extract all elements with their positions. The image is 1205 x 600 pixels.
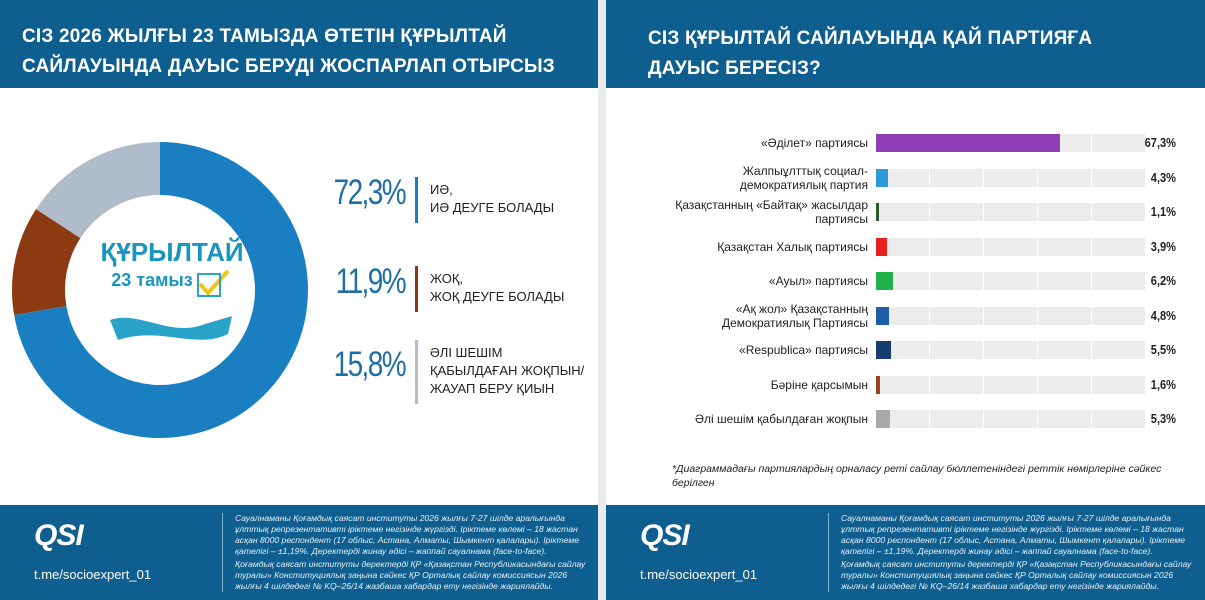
category-label: Әлі шешім қабылдаған жоқпын bbox=[694, 412, 868, 426]
brand: QSI bbox=[34, 519, 84, 552]
bar bbox=[876, 168, 888, 187]
bar bbox=[876, 203, 879, 221]
legend-label: ИӘ, ИӘ ДЕУГЕ БОЛАДЫ bbox=[430, 182, 555, 215]
bar-track bbox=[876, 237, 1146, 256]
logo: ҚҰРЫЛТАЙ 23 тамыз bbox=[100, 237, 244, 340]
header: СІЗ ҚҰРЫЛТАЙ САЙЛАУЫНДА ҚАЙ ПАРТИЯҒА ДАУ… bbox=[606, 0, 1205, 88]
legend-value: 72,3% bbox=[333, 173, 407, 212]
value-label: 1,6% bbox=[1150, 376, 1176, 392]
check bbox=[198, 269, 230, 296]
category-label: Қазақстан Халық партиясы bbox=[717, 239, 868, 254]
right-panel: СІЗ ҚҰРЫЛТАЙ САЙЛАУЫНДА ҚАЙ ПАРТИЯҒА ДАУ… bbox=[606, 0, 1205, 600]
value-label: 4,8% bbox=[1150, 307, 1176, 323]
header: СІЗ 2026 ЖЫЛҒЫ 23 ТАМЫЗДА ӨТЕТІН ҚҰРЫЛТА… bbox=[0, 0, 598, 107]
value-label: 6,2% bbox=[1150, 273, 1176, 288]
category-label: Жалпыұлттық социал- демократиялық партия bbox=[739, 163, 868, 192]
bar bbox=[876, 272, 893, 290]
bar-track bbox=[876, 341, 1146, 359]
link: t.me/socioexpert_01 bbox=[640, 567, 758, 582]
value-label: 3,9% bbox=[1150, 238, 1176, 254]
legend-swatch bbox=[415, 340, 418, 404]
category-label: «Ауыл» партиясы bbox=[768, 274, 868, 288]
category-label: «Әділет» партиясы bbox=[760, 136, 868, 150]
value-label: 5,5% bbox=[1150, 342, 1176, 357]
value-label: 5,3% bbox=[1150, 411, 1176, 426]
bar bbox=[876, 237, 887, 256]
bar bbox=[876, 341, 891, 359]
footer-paragraph: Сауалнаманы Қоғамдық саясат институты 20… bbox=[235, 513, 579, 556]
legend-label: ЖОҚ, ЖОҚ ДЕУГЕ БОЛАДЫ bbox=[430, 271, 565, 304]
legend-value: 11,9% bbox=[335, 262, 407, 301]
flag bbox=[110, 316, 232, 340]
footnote: *Диаграммадағы партиялардың орналасу рет… bbox=[672, 463, 1162, 489]
bar-track bbox=[876, 168, 1146, 187]
title: СІЗ ҚҰРЫЛТАЙ САЙЛАУЫНДА ҚАЙ ПАРТИЯҒА ДАУ… bbox=[648, 28, 1093, 79]
link: t.me/socioexpert_01 bbox=[34, 567, 152, 582]
bar-track bbox=[876, 203, 1146, 221]
left-panel: СІЗ 2026 ЖЫЛҒЫ 23 ТАМЫЗДА ӨТЕТІН ҚҰРЫЛТА… bbox=[0, 0, 598, 600]
bar bbox=[876, 375, 881, 394]
category-label: Қазақстанның «Байтақ» жасылдар партиясы bbox=[675, 198, 868, 226]
footer-paragraph: Сауалнаманы Қоғамдық саясат институты 20… bbox=[841, 513, 1185, 556]
bar-track bbox=[876, 410, 1146, 428]
legend-swatch bbox=[415, 177, 418, 223]
bar-track bbox=[876, 375, 1146, 394]
legend-label: ӘЛІ ШЕШІМ ҚАБЫЛДАҒАН ЖОҚПЫН/ ЖАУАП БЕРУ … bbox=[430, 345, 585, 396]
bar bbox=[876, 306, 890, 325]
bar-track bbox=[876, 272, 1146, 290]
brand: QSI bbox=[640, 519, 690, 552]
bar bbox=[876, 134, 1060, 152]
box bbox=[197, 273, 221, 297]
title: СІЗ 2026 ЖЫЛҒЫ 23 ТАМЫЗДА ӨТЕТІН ҚҰРЫЛТА… bbox=[22, 26, 555, 107]
logo-subtitle: 23 тамыз bbox=[111, 270, 193, 290]
value-label: 67,3% bbox=[1144, 135, 1176, 150]
footer-paragraph: Қоғамдық саясат институты деректерді ҚР … bbox=[841, 559, 1192, 591]
category-label: Бәріне қарсымын bbox=[770, 377, 868, 392]
bar-track bbox=[876, 306, 1146, 325]
footer-text: Сауалнаманы Қоғамдық саясат институты 20… bbox=[222, 513, 595, 592]
donut-segment bbox=[11, 209, 81, 315]
footer-text: Сауалнаманы Қоғамдық саясат институты 20… bbox=[828, 513, 1201, 592]
donut-segment bbox=[14, 142, 308, 438]
footer-paragraph: Қоғамдық саясат институты деректерді ҚР … bbox=[235, 559, 586, 591]
legend-swatch bbox=[415, 266, 418, 312]
donut-chart: ҚҰРЫЛТАЙ 23 тамыз bbox=[11, 142, 308, 438]
legend-value: 15,8% bbox=[333, 345, 407, 384]
donut-segment bbox=[36, 142, 160, 239]
value-label: 1,1% bbox=[1150, 204, 1176, 219]
logo-title: ҚҰРЫЛТАЙ bbox=[100, 237, 243, 267]
value-label: 4,3% bbox=[1150, 169, 1176, 185]
bar bbox=[876, 410, 891, 428]
footer: QSI t.me/socioexpert_01 Сауалнаманы Қоға… bbox=[606, 505, 1205, 600]
category-label: «Ақ жол» Қазақстанның Демократиялық Парт… bbox=[722, 301, 868, 330]
category-label: «Respublica» партиясы bbox=[739, 343, 868, 357]
footer: QSI t.me/socioexpert_01 Сауалнаманы Қоға… bbox=[0, 505, 598, 600]
